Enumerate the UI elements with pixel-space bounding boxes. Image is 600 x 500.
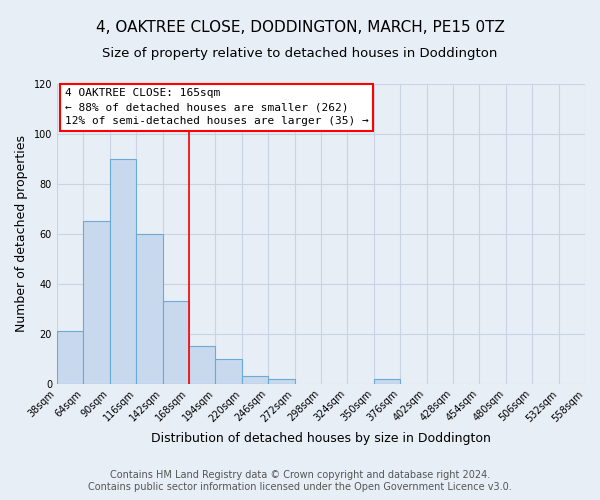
Text: Size of property relative to detached houses in Doddington: Size of property relative to detached ho… [103,48,497,60]
Bar [268,379,295,384]
Text: 4 OAKTREE CLOSE: 165sqm
← 88% of detached houses are smaller (262)
12% of semi-d: 4 OAKTREE CLOSE: 165sqm ← 88% of detache… [65,88,368,126]
X-axis label: Distribution of detached houses by size in Doddington: Distribution of detached houses by size … [151,432,491,445]
Y-axis label: Number of detached properties: Number of detached properties [15,136,28,332]
Text: 4, OAKTREE CLOSE, DODDINGTON, MARCH, PE15 0TZ: 4, OAKTREE CLOSE, DODDINGTON, MARCH, PE1… [95,20,505,35]
Bar [163,302,189,384]
Bar [57,332,83,384]
Bar [110,159,136,384]
Text: Contains HM Land Registry data © Crown copyright and database right 2024.: Contains HM Land Registry data © Crown c… [110,470,490,480]
Bar [83,222,110,384]
Bar [215,359,242,384]
Bar [242,376,268,384]
Bar [374,379,400,384]
Text: Contains public sector information licensed under the Open Government Licence v3: Contains public sector information licen… [88,482,512,492]
Bar [136,234,163,384]
Bar [189,346,215,384]
